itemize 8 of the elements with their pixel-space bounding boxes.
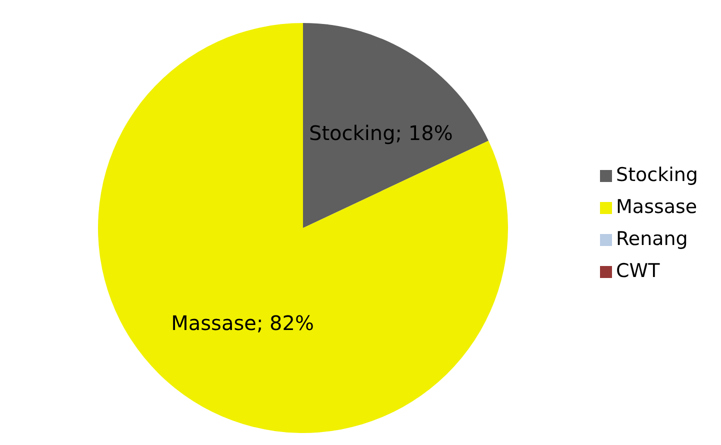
legend-label: Massase xyxy=(616,196,698,218)
legend-label: CWT xyxy=(616,260,660,282)
data-label: Stocking; 18% xyxy=(309,120,453,145)
pie-slice xyxy=(98,23,508,433)
legend-label: Renang xyxy=(616,228,688,250)
legend-label: Stocking xyxy=(616,164,698,186)
data-label: Massase; 82% xyxy=(171,311,314,336)
pie-slice xyxy=(303,23,488,228)
